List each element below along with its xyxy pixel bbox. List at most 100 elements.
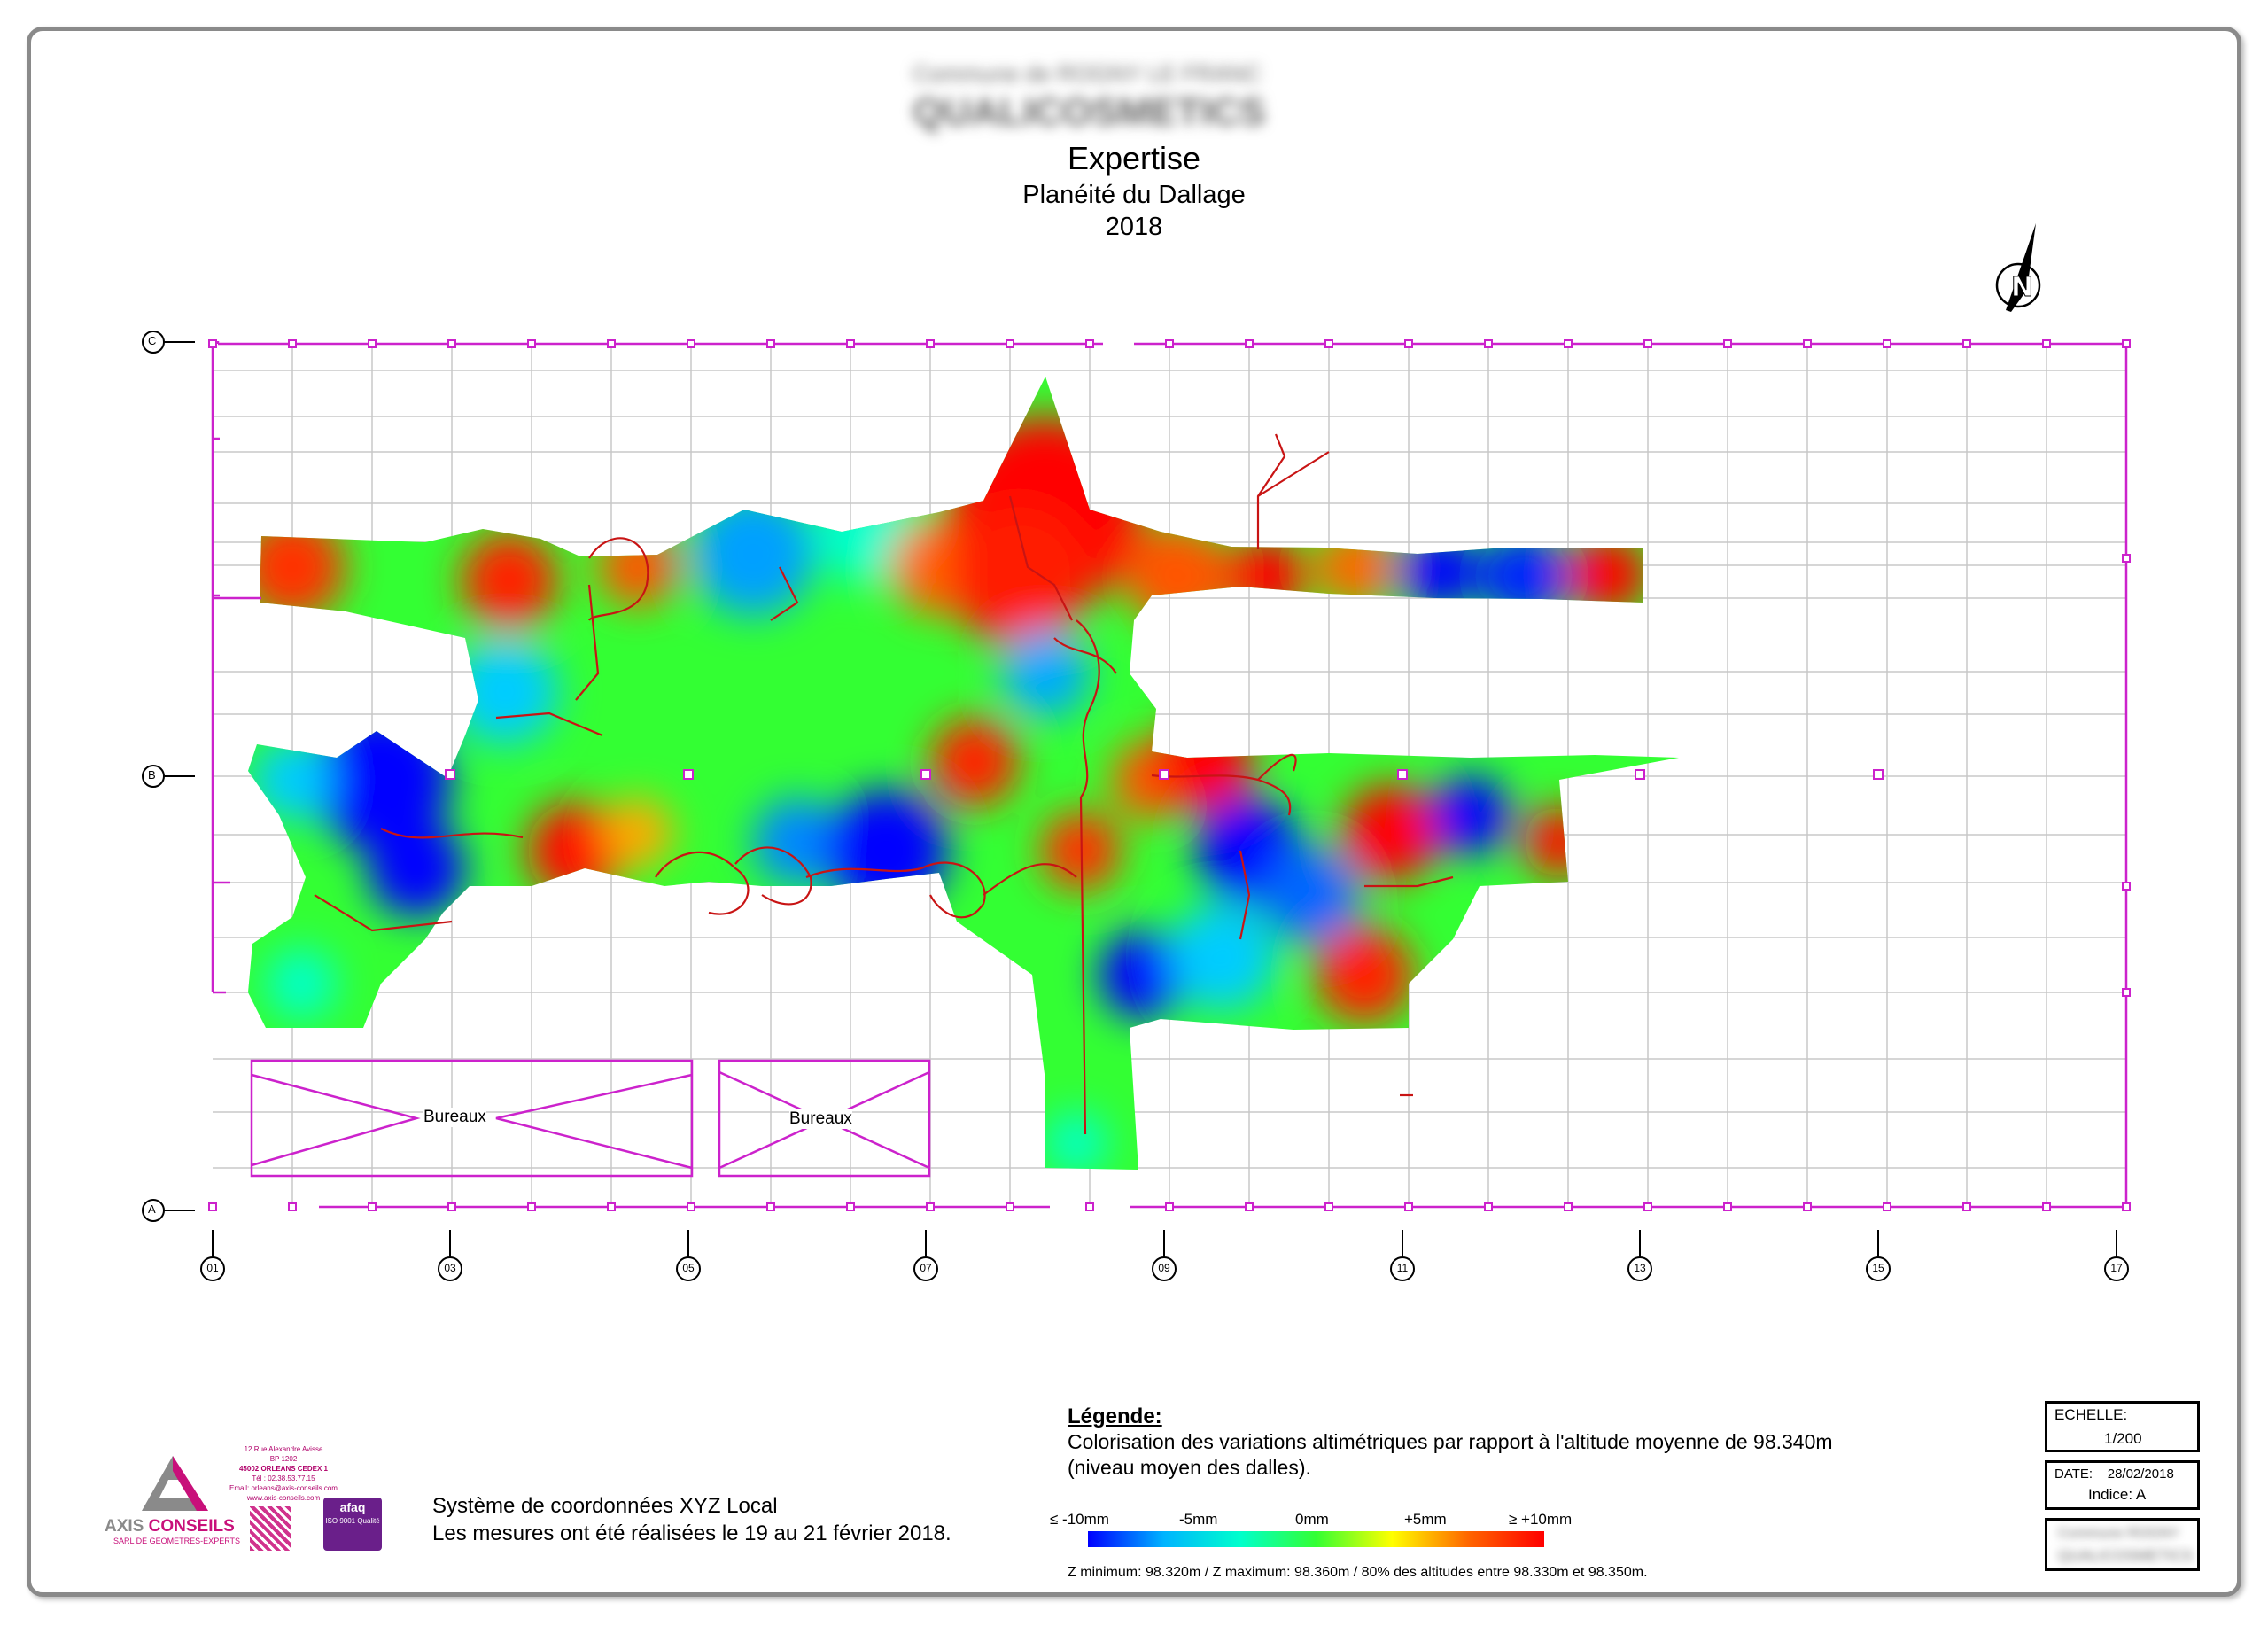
pillar-marker (1006, 339, 1014, 348)
pillar-marker (1085, 339, 1094, 348)
flatness-heatmap (248, 377, 1679, 1170)
pillar-marker (683, 769, 694, 780)
pillar-marker (527, 1202, 536, 1211)
pillar-marker (445, 769, 455, 780)
pillar-marker (2122, 882, 2131, 891)
pillar-marker (1643, 1202, 1652, 1211)
pillar-marker (2042, 1202, 2051, 1211)
pillar-marker (2122, 339, 2131, 348)
pillar-marker (1324, 339, 1333, 348)
client-box-blurred-1: Commune ROGNY (2058, 1526, 2179, 1541)
tick-max: ≥ +10mm (1509, 1511, 1573, 1528)
pillar-marker (288, 339, 297, 348)
pillar-marker (926, 1202, 935, 1211)
pillar-marker (1484, 339, 1493, 348)
column-axis-label: 11 (1396, 1262, 1409, 1274)
drawing-sheet (27, 27, 2241, 1597)
address-line-5: Email: orleans@axis-conseils.com (229, 1484, 338, 1492)
pillar-marker (2122, 1202, 2131, 1211)
pillar-marker (1962, 339, 1971, 348)
pillar-marker (1324, 1202, 1333, 1211)
svg-text:N: N (2011, 272, 2033, 303)
pillar-marker (527, 339, 536, 348)
pillar-marker (447, 1202, 456, 1211)
tick-zero: 0mm (1295, 1511, 1329, 1528)
qr-code-icon (250, 1506, 291, 1551)
date-box: DATE: 28/02/2018 Indice: A (2045, 1460, 2200, 1510)
pillar-marker (1165, 339, 1174, 348)
afaq-certification-logo: afaq ISO 9001 Qualité (323, 1498, 382, 1551)
company-name: AXIS CONSEILS (105, 1517, 235, 1537)
pillar-marker (1159, 769, 1169, 780)
address-line-2: BP 1202 (269, 1455, 298, 1463)
afaq-label: afaq (339, 1500, 366, 1514)
legend-line-1: Colorisation des variations altimétrique… (1068, 1430, 1833, 1453)
column-axis-label: 05 (682, 1262, 695, 1274)
column-axis-label: 03 (444, 1262, 456, 1274)
coordinate-system: Système de coordonnées XYZ Local (432, 1494, 778, 1518)
pillar-marker (1643, 339, 1652, 348)
address-line-1: 12 Rue Alexandre Avisse (244, 1445, 323, 1453)
pillar-marker (208, 1202, 217, 1211)
client-company-blurred: QUALICOSMETICS (913, 90, 1266, 134)
pillar-marker (846, 339, 855, 348)
afaq-sub-label: ISO 9001 Qualité (325, 1517, 380, 1525)
index-value: Indice: A (2088, 1486, 2147, 1503)
pillar-marker (1635, 769, 1645, 780)
pillar-marker (1484, 1202, 1493, 1211)
scale-label: ECHELLE: (2054, 1406, 2128, 1423)
pillar-marker (1245, 339, 1254, 348)
pillar-marker (1006, 1202, 1014, 1211)
pillar-marker (1803, 1202, 1812, 1211)
tick-neg5: -5mm (1179, 1511, 1218, 1528)
pillar-marker (607, 1202, 616, 1211)
pillar-marker (1873, 769, 1884, 780)
client-box-blurred-2: QUALICOSMETICS (2058, 1547, 2194, 1564)
crack-lines (314, 433, 1454, 1135)
pillar-marker (1803, 339, 1812, 348)
pillar-marker (2122, 988, 2131, 997)
pillar-marker (766, 339, 775, 348)
pillar-marker (1883, 1202, 1891, 1211)
company-name-part-1: AXIS (105, 1517, 149, 1536)
pillar-marker (1404, 339, 1413, 348)
column-axis-markers (200, 1230, 2129, 1281)
row-axis-label-a: A (148, 1202, 156, 1216)
address-line-6: www.axis-conseils.com (246, 1494, 321, 1502)
company-name-part-2: CONSEILS (148, 1517, 235, 1536)
page-subtitle: Planéité du Dallage (1022, 181, 1246, 209)
row-axis-markers (142, 331, 195, 1222)
pillar-markers (208, 339, 2131, 1211)
scale-box: ECHELLE: 1/200 (2045, 1401, 2200, 1452)
pillar-marker (1564, 339, 1573, 348)
tick-min: ≤ -10mm (1050, 1511, 1109, 1528)
page-year: 2018 (1105, 213, 1163, 241)
tick-pos5: +5mm (1404, 1511, 1447, 1528)
building-outline (211, 341, 2128, 1209)
pillar-marker (1962, 1202, 1971, 1211)
pillar-marker (687, 1202, 695, 1211)
column-axis-label: 15 (1872, 1262, 1884, 1274)
scale-value: 1/200 (2104, 1430, 2142, 1447)
room-label-bureaux-1: Bureaux (423, 1108, 486, 1127)
date-value: DATE: 28/02/2018 (2054, 1467, 2174, 1482)
legend-title: Légende: (1068, 1404, 1162, 1428)
row-axis-label-c: C (148, 334, 157, 347)
column-axis-label: 01 (206, 1262, 219, 1274)
page-title: Expertise (1067, 140, 1201, 176)
pillar-marker (288, 1202, 297, 1211)
pillar-marker (2122, 554, 2131, 563)
pillar-marker (447, 339, 456, 348)
axis-logo-icon (142, 1456, 208, 1511)
pillar-marker (687, 339, 695, 348)
row-axis-label-b: B (148, 768, 156, 782)
client-box: Commune ROGNY QUALICOSMETICS (2045, 1518, 2200, 1571)
pillar-marker (368, 1202, 377, 1211)
measurement-dates: Les mesures ont été réalisées le 19 au 2… (432, 1521, 951, 1545)
pillar-marker (1085, 1202, 1094, 1211)
column-axis-label: 17 (2110, 1262, 2123, 1274)
pillar-marker (1883, 339, 1891, 348)
colorbar-ticks: ≤ -10mm -5mm 0mm +5mm ≥ +10mm (1050, 1511, 1581, 1534)
address-line-3: 45002 ORLEANS CEDEX 1 (238, 1465, 329, 1473)
